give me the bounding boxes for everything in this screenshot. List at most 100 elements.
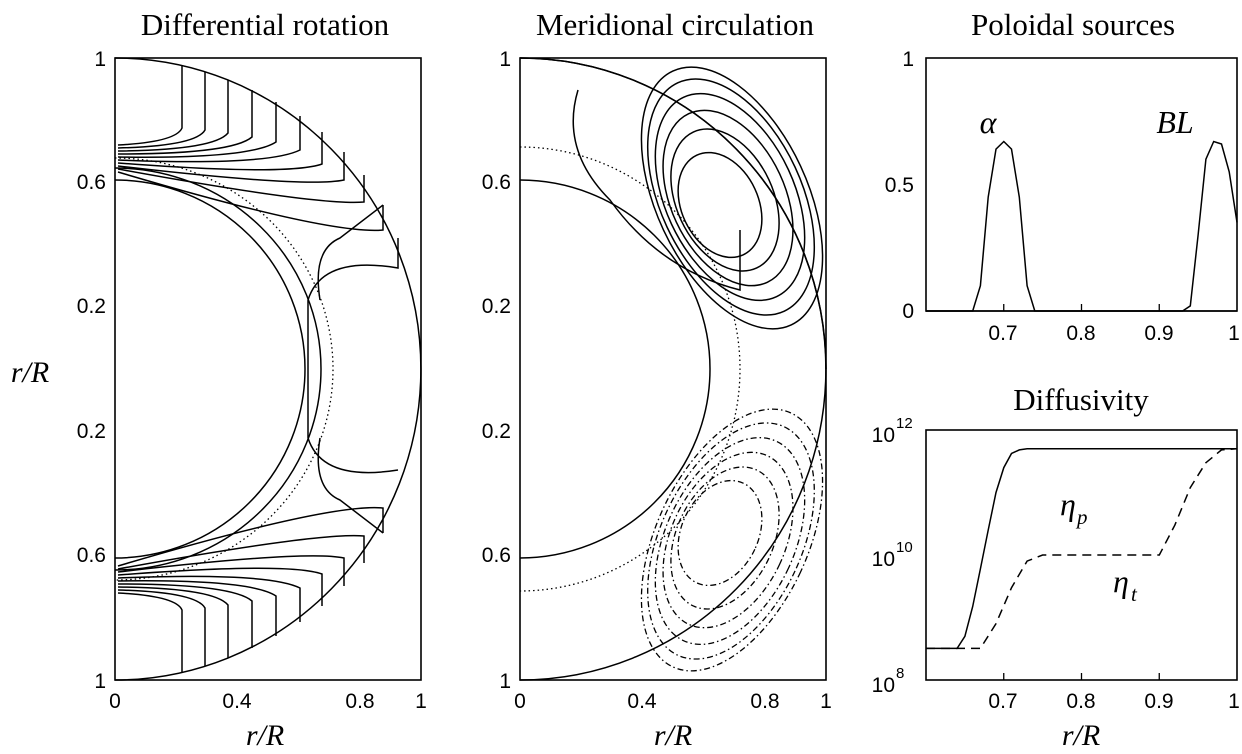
ytick-label: 0.2 (77, 295, 106, 318)
panel-meridional-circulation: Meridional circulation 1 0.6 0.2 0.2 0.6… (482, 7, 832, 752)
ytick-exponent: 10 (896, 539, 913, 556)
series-line (926, 140, 1237, 312)
rotation-isocontour (117, 168, 365, 204)
rotation-isocontour (307, 238, 399, 474)
ytick-label: 0.2 (77, 420, 106, 443)
ytick-label: 0.6 (482, 171, 511, 194)
xtick-label: 0.8 (750, 690, 779, 713)
xtick-label: 0.7 (988, 690, 1017, 713)
rotation-isocontour (117, 583, 253, 648)
streamline (654, 92, 806, 302)
rotation-isocontour (117, 534, 365, 570)
series-label-subscript: t (1131, 582, 1138, 606)
xtick-label: 1 (1228, 322, 1240, 345)
xtick-label: 0.9 (1144, 322, 1173, 345)
ytick-label: 1 (499, 48, 511, 71)
ytick-label: 0.6 (482, 544, 511, 567)
ticks-diffusivity (1003, 673, 1160, 680)
rotation-isocontour (117, 116, 301, 163)
ytick-label: 1 (94, 48, 106, 71)
series-line (926, 448, 1238, 650)
ticks-poloidal-sources (1003, 304, 1160, 311)
series-label-bl: BL (1156, 104, 1193, 140)
xtick-label: 0.8 (345, 690, 374, 713)
rotation-isocontour (117, 589, 206, 666)
xtick-label: 1 (820, 690, 832, 713)
rotation-isocontour (117, 586, 229, 658)
ytick-base: 10 (872, 674, 895, 697)
shells-differential-rotation (114, 57, 422, 681)
xticks-differential-rotation: 0 0.4 0.8 1 (109, 690, 427, 713)
streamline (677, 479, 763, 587)
xtick-label: 1 (415, 690, 427, 713)
ytick-label: 0 (902, 300, 914, 323)
series-line (926, 140, 1238, 312)
xticks-meridional-circulation: 0 0.4 0.8 1 (514, 690, 832, 713)
ytick-label: 1 (94, 670, 106, 693)
rotation-isocontour (117, 65, 183, 146)
circulation-cell-north (519, 57, 827, 370)
ytick-label: 1 (902, 48, 914, 71)
title-poloidal-sources: Poloidal sources (971, 7, 1175, 42)
outer-surface (114, 57, 422, 681)
streamline (640, 66, 824, 330)
rotation-isocontour (117, 592, 183, 673)
tachocline-dotted (114, 157, 334, 581)
series-label-eta-p: η p (1060, 486, 1088, 529)
frame-differential-rotation (114, 57, 422, 681)
rotation-isocontour (117, 171, 384, 232)
rotation-isocontour (117, 575, 301, 622)
series-label-eta-t: η t (1113, 563, 1138, 606)
streamline (677, 151, 763, 259)
rotation-isocontour (117, 555, 345, 586)
streamline (670, 466, 780, 610)
xlabel-diffusivity: r/R (1062, 719, 1100, 752)
ytick-base: 10 (872, 424, 895, 447)
streamline (572, 89, 741, 291)
frame-poloidal-sources (925, 57, 1238, 312)
streamline (519, 57, 827, 370)
panel-differential-rotation: Differential rotation 1 0.6 0.2 0.2 0.6 … (11, 7, 427, 752)
xtick-label: 1 (1228, 690, 1240, 713)
panel-poloidal-sources: Poloidal sources 0 0.5 1 0.7 0.8 0.9 1 α… (885, 7, 1240, 345)
rotation-isocontour (117, 506, 384, 567)
yticks-meridional-circulation: 1 0.6 0.2 0.2 0.6 1 (482, 48, 511, 693)
frame-diffusivity (925, 429, 1238, 681)
xtick-label: 0.4 (627, 690, 657, 713)
lines-poloidal-sources (926, 140, 1238, 312)
streamline (654, 436, 806, 646)
xtick-label: 0.4 (222, 690, 252, 713)
yticks-differential-rotation: 1 0.6 0.2 0.2 0.6 1 (77, 48, 106, 693)
xlabel-meridional-circulation: r/R (654, 719, 692, 752)
ylabel-differential-rotation: r/R (11, 356, 49, 389)
streamline (646, 78, 816, 316)
xlabel-differential-rotation: r/R (246, 719, 284, 752)
title-differential-rotation: Differential rotation (141, 7, 390, 42)
streamline (670, 128, 780, 272)
penetration-depth-dotted (519, 146, 741, 592)
ytick-exponent: 12 (896, 415, 913, 432)
rotation-isocontour (117, 567, 323, 606)
series-label-eta: η (1060, 486, 1076, 522)
xtick-label: 0.8 (1066, 322, 1095, 345)
rotation-isocontour (117, 90, 253, 155)
series-line (926, 448, 1237, 650)
xtick-label: 0.9 (1144, 690, 1173, 713)
ytick-label: 0.6 (77, 544, 106, 567)
lines-diffusivity (926, 448, 1238, 650)
xtick-label: 0.7 (988, 322, 1017, 345)
xtick-label: 0.8 (1066, 690, 1095, 713)
yticks-diffusivity: 10 8 10 10 10 12 (872, 415, 913, 697)
streamline (662, 451, 794, 629)
title-meridional-circulation: Meridional circulation (536, 7, 815, 42)
rotation-isocontour (117, 152, 345, 183)
contours-differential-rotation (117, 65, 399, 673)
circulation-cell-south (640, 408, 824, 672)
series-label-subscript: p (1075, 505, 1088, 529)
series-label-eta: η (1113, 563, 1129, 599)
rotation-isocontour (117, 102, 277, 158)
ytick-label: 0.2 (482, 295, 511, 318)
inner-core-boundary (114, 179, 306, 559)
ytick-base: 10 (872, 548, 895, 571)
title-diffusivity: Diffusivity (1013, 382, 1149, 417)
